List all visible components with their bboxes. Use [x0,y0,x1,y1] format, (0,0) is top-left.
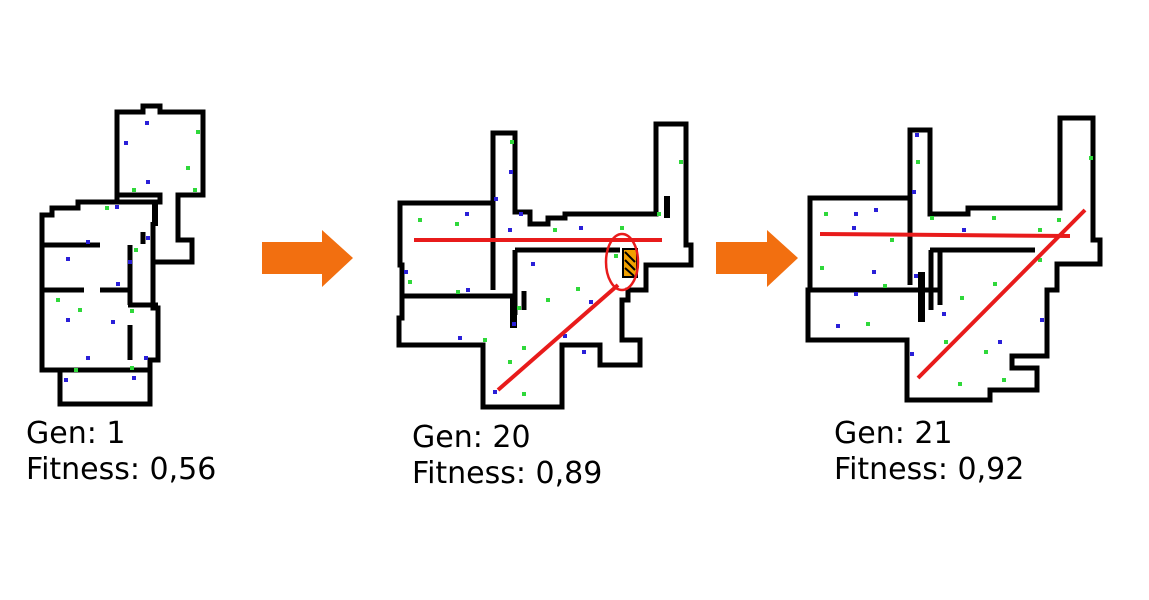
floor-plan-gen-20 [396,121,694,410]
panel-2-caption: Gen: 20 Fitness: 0,89 [412,420,602,492]
panel-3-caption: Gen: 21 Fitness: 0,92 [834,416,1024,488]
generation-label: Gen: 20 [412,420,531,455]
collision-circle [604,232,640,292]
plan-1-wall-block [152,200,158,226]
corridor-line [496,283,620,392]
collision-highlight [604,232,640,292]
plan-3-corridors [819,208,1087,380]
plan-2-wall-block [664,196,670,218]
plan-2-corridors [414,238,662,392]
corridor-line [819,232,1071,238]
plan-3-markers [820,133,1093,386]
corridor-line [916,208,1087,380]
arrow-right-icon [262,230,353,287]
floor-plan-gen-1 [39,103,206,407]
plan-3-outline [805,115,1103,403]
arrow-right-icon [716,230,798,287]
plan-2-markers [404,140,683,396]
panel-1-caption: Gen: 1 Fitness: 0,56 [26,416,216,488]
generation-label: Gen: 1 [26,416,126,451]
plan-3-wall-block [918,272,925,322]
fitness-label: Fitness: 0,56 [26,452,217,487]
plan-1-markers [56,121,200,382]
floor-plan-gen-21 [805,115,1103,403]
fitness-label: Fitness: 0,92 [834,452,1025,487]
plan-2-wall-block [510,296,517,328]
plan-1-outline [39,103,206,407]
generation-label: Gen: 21 [834,416,953,451]
plan-2-outline [396,121,694,410]
fitness-label: Fitness: 0,89 [412,456,603,491]
